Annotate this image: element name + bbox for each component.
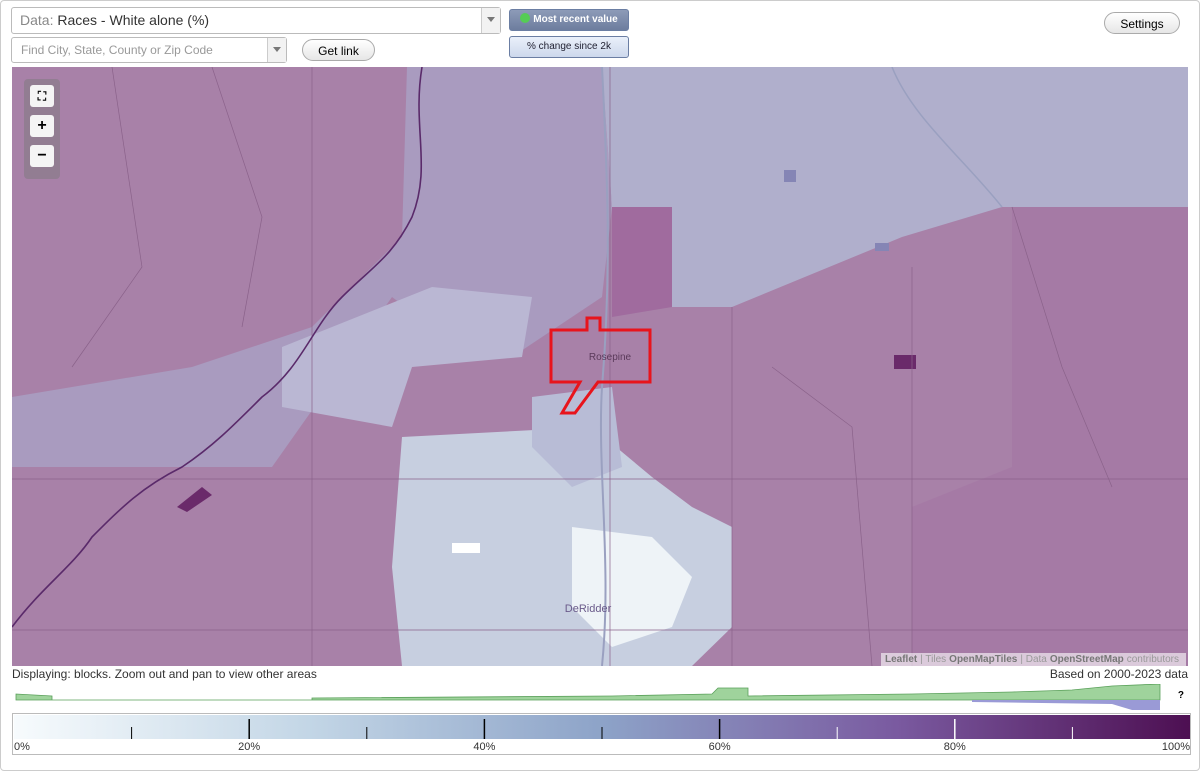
- road: [891, 67, 1003, 208]
- attribution-text: | Tiles: [920, 654, 947, 665]
- block: [784, 170, 796, 182]
- block: [894, 355, 916, 369]
- region: [612, 207, 672, 317]
- region: [282, 287, 532, 427]
- search-placeholder: Find City, State, County or Zip Code: [21, 43, 213, 57]
- data-years: Based on 2000-2023 data: [1049, 667, 1188, 681]
- legend-tick-label: 40%: [473, 741, 495, 753]
- dropdown-arrow[interactable]: [481, 8, 500, 33]
- boundaries: [12, 67, 1188, 666]
- legend-tick-label: 100%: [1162, 741, 1190, 753]
- region: [12, 67, 612, 467]
- block: [452, 543, 480, 553]
- histogram-positive: [15, 684, 1161, 701]
- block: [177, 487, 212, 512]
- histogram: ?: [15, 684, 1184, 710]
- fullscreen-button[interactable]: ⛶: [30, 85, 54, 107]
- region: [602, 67, 1188, 307]
- check-icon: [520, 13, 531, 23]
- legend-tick-label: 60%: [709, 741, 731, 753]
- zoom-out-button[interactable]: −: [30, 145, 54, 167]
- histogram-negative: [972, 700, 1160, 710]
- percent-change-toggle[interactable]: % change since 2k: [509, 36, 629, 58]
- place-label: DeRidder: [565, 603, 612, 615]
- selected-area[interactable]: [549, 316, 652, 415]
- attribution: Leaflet | Tiles OpenMapTiles | Data OpenStre…: [881, 653, 1186, 666]
- legend-tick-label: 80%: [944, 741, 966, 753]
- place-label: Rosepine: [589, 352, 632, 363]
- search-box[interactable]: Find City, State, County or Zip Code: [11, 37, 287, 63]
- attribution-link[interactable]: Leaflet: [885, 654, 918, 665]
- status-text: Displaying: blocks. Zoom out and pan to …: [12, 667, 317, 681]
- legend-tick-label: 0%: [14, 741, 30, 753]
- map[interactable]: Rosepine DeRidder: [12, 67, 1188, 666]
- most-recent-toggle[interactable]: Most recent value: [509, 9, 629, 31]
- zoom-control: ⛶ + −: [24, 79, 60, 179]
- data-select[interactable]: Data: Races - White alone (%): [11, 7, 501, 34]
- attribution-link[interactable]: OpenMapTiles: [949, 654, 1018, 665]
- region: [912, 207, 1188, 666]
- settings-button[interactable]: Settings: [1104, 12, 1180, 34]
- search-arrow[interactable]: [267, 38, 286, 62]
- attribution-text: | Data: [1020, 654, 1047, 665]
- data-value: Races - White alone (%): [57, 12, 210, 28]
- data-label: Data:: [20, 12, 54, 28]
- legend: 0% 20% 40% 60% 80% 100%: [12, 713, 1191, 755]
- zoom-in-button[interactable]: +: [30, 115, 54, 137]
- region: [532, 387, 622, 487]
- region: [572, 527, 692, 647]
- legend-tick-label: 20%: [238, 741, 260, 753]
- river: [12, 67, 423, 628]
- block: [875, 243, 889, 251]
- most-recent-label: Most recent value: [533, 14, 618, 25]
- help-mark[interactable]: ?: [1178, 690, 1184, 701]
- road: [599, 67, 609, 666]
- attribution-link[interactable]: OpenStreetMap: [1049, 654, 1124, 665]
- attribution-text: contributors: [1126, 654, 1179, 665]
- get-link-button[interactable]: Get link: [302, 39, 375, 61]
